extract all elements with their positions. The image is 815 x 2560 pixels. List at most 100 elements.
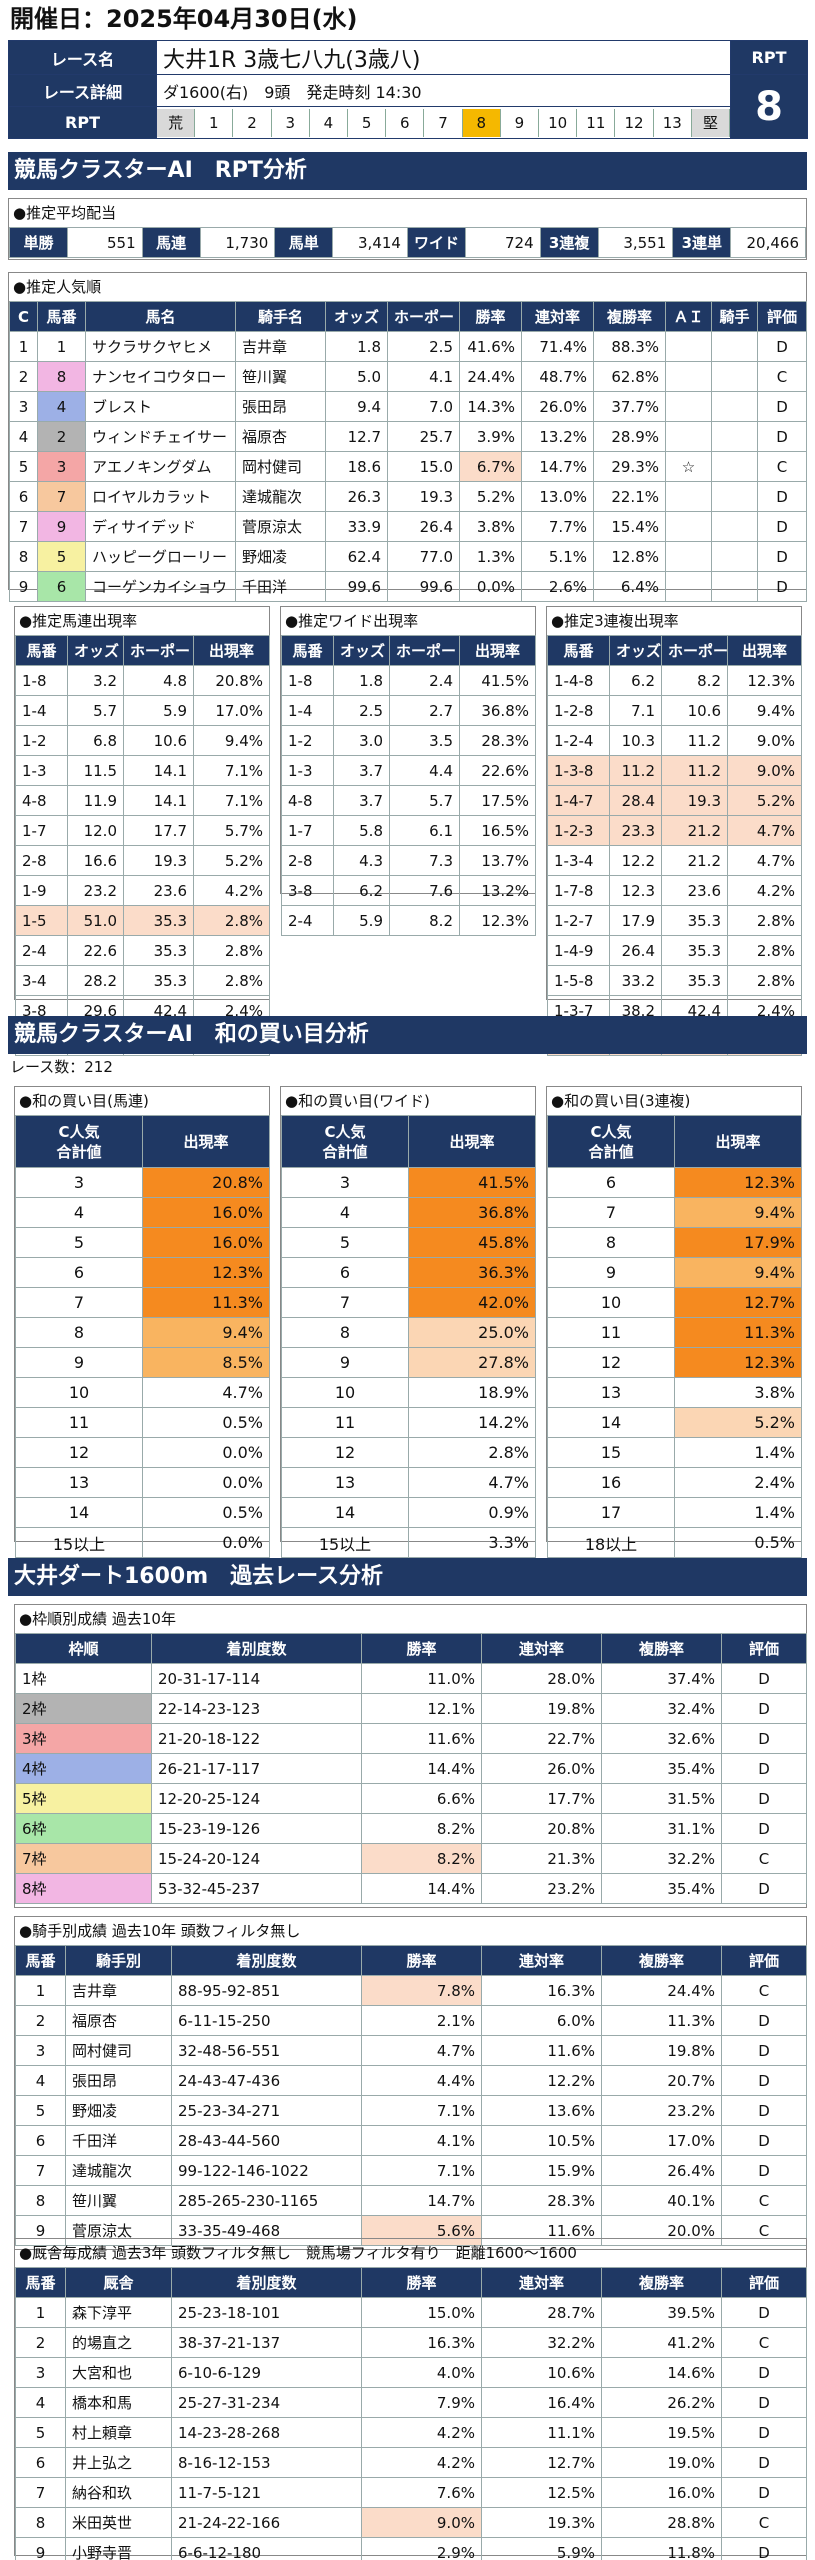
table-cell: 達城龍次 [235,481,326,512]
table-cell: 12-20-25-124 [151,1783,362,1814]
table-cell [711,541,758,572]
table-cell: 35.3 [123,965,194,996]
table-header-row: C人気 合計値 出現率 [547,1115,802,1168]
table-cell: 5.7 [67,695,124,726]
table-cell: 6 [15,2447,66,2478]
table-cell: 2-4 [281,905,334,936]
table-row: 7 達城龍次 99-122-146-1022 7.1% 15.9% 26.4% D [15,2155,807,2186]
table-cell: 15 [547,1437,675,1468]
table-cell: 9.4% [727,695,802,726]
table-cell: 7.1% [361,2155,482,2186]
table-header: C人気 合計値 [547,1115,675,1168]
table-header: 評価 [721,1945,807,1976]
table-cell: 19.8% [481,1693,602,1724]
table-cell: 18.6 [325,451,388,482]
table-cell: 13 [547,1377,675,1408]
payout-label: 馬連 [141,227,201,258]
table-cell: 25-27-31-234 [171,2387,362,2418]
table-cell: 5.0 [325,361,388,392]
table-cell: 14-23-28-268 [171,2417,362,2448]
table-cell: 4.7% [727,845,802,876]
table-cell: D [721,2357,807,2388]
table-row: 4-8 11.9 14.1 7.1% [15,785,270,816]
table-cell: 4 [281,1197,409,1228]
table-row: 15以上 3.3% [281,1527,536,1558]
sum-trio-box: ●和の買い目(3連複) C人気 合計値 出現率 6 12.3% 7 9.4% 8 17.9% 9 9… [546,1086,802,1558]
table-cell: 8.2% [361,1843,482,1874]
table-cell: 2枠 [15,1693,152,1724]
table-cell: 16.6 [67,845,124,876]
table-cell: 達城龍次 [65,2155,172,2186]
table-cell: 5 [281,1227,409,1258]
table-cell: 9 [547,1257,675,1288]
table-header: 勝率 [361,2267,482,2298]
table-cell: 3 [281,1167,409,1198]
table-cell: 62.4 [325,541,388,572]
table-cell: 菅原涼太 [235,511,326,542]
table-row: 1-5-8 33.2 35.3 2.8% [547,965,802,996]
table-cell: 5.9 [333,905,390,936]
table-row: 10 12.7% [547,1287,802,1318]
table-row: 18以上 0.5% [547,1527,802,1558]
table-row: 7 11.3% [15,1287,270,1318]
table-cell: 2 [9,361,38,392]
table-header: 馬番 [15,635,68,666]
table-row: 2-4 5.9 8.2 12.3% [281,905,536,936]
table-header: 連対率 [481,1633,602,1664]
table-cell: 36.8% [459,695,536,726]
table-row: 14 5.2% [547,1407,802,1438]
table-cell: 5 [9,451,38,482]
table-cell: 99.6 [325,571,388,602]
table-cell: C [757,451,807,482]
table-cell: 13.6% [481,2095,602,2126]
table-cell: 1-9 [15,875,68,906]
table-cell: 5.1% [521,541,594,572]
table-cell: 8 [547,1227,675,1258]
rpt-scale-label: RPT [8,106,157,139]
table-header: ホーポー [123,635,194,666]
table-cell: 13 [281,1467,409,1498]
table-cell: 14.4% [361,1873,482,1904]
payout-label: 単勝 [9,227,68,258]
table-cell: 大宮和也 [65,2357,172,2388]
table-cell: 22.6 [67,935,124,966]
table-cell: 1-2-7 [547,905,610,936]
table-cell: 16.0% [142,1227,270,1258]
table-cell: 28-43-44-560 [171,2125,362,2156]
rpt-scale-cell: 荒 [157,108,196,137]
table-cell: 吉井章 [65,1975,172,2006]
jockey-table: 馬番 騎手別 着別度数 勝率 連対率 複勝率 評価 1 吉井章 88-95-92-851 7.8% 1… [15,1945,807,2246]
table-cell: 1-7-8 [547,875,610,906]
table-cell: 17.9% [674,1227,802,1258]
table-cell: 12.8% [593,541,666,572]
table-row: 2-8 4.3 7.3 13.7% [281,845,536,876]
table-cell: 6-6-12-180 [171,2537,362,2560]
table-cell: 村上頼章 [65,2417,172,2448]
table-cell: D [721,1753,807,1784]
table-cell: ロイヤルカラット [85,481,236,512]
table-header: 評価 [721,2267,807,2298]
table-cell: 32.2% [601,1843,722,1874]
table-cell: 25.7 [387,421,460,452]
table-row: 1-2-7 17.9 35.3 2.8% [547,905,802,936]
table-cell: 3.8% [674,1377,802,1408]
table-cell: 4.2% [193,875,270,906]
table-cell: 12.0 [67,815,124,846]
table-cell: 3.3% [408,1527,536,1558]
table-cell: D [721,2095,807,2126]
table-cell: 1-8 [15,665,68,696]
table-cell [711,481,758,512]
payout-value: 724 [464,227,541,258]
table-row: 1-3 11.5 14.1 7.1% [15,755,270,786]
table-header: ＡＩ [665,301,712,332]
table-row: 1-3-8 11.2 11.2 9.0% [547,755,802,786]
table-header: 馬番 [281,635,334,666]
table-row: 9 菅原涼太 33-35-49-468 5.6% 11.6% 20.0% C [15,2215,807,2246]
table-cell: 1 [15,2297,66,2328]
table-cell: 35.3 [661,935,728,966]
table-header: オッズ [67,635,124,666]
table-cell: 0.0% [142,1437,270,1468]
table-cell: 11.3% [601,2005,722,2036]
sum-wide-title: ●和の買い目(ワイド) [285,1092,430,1110]
table-cell: 15.4% [593,511,666,542]
